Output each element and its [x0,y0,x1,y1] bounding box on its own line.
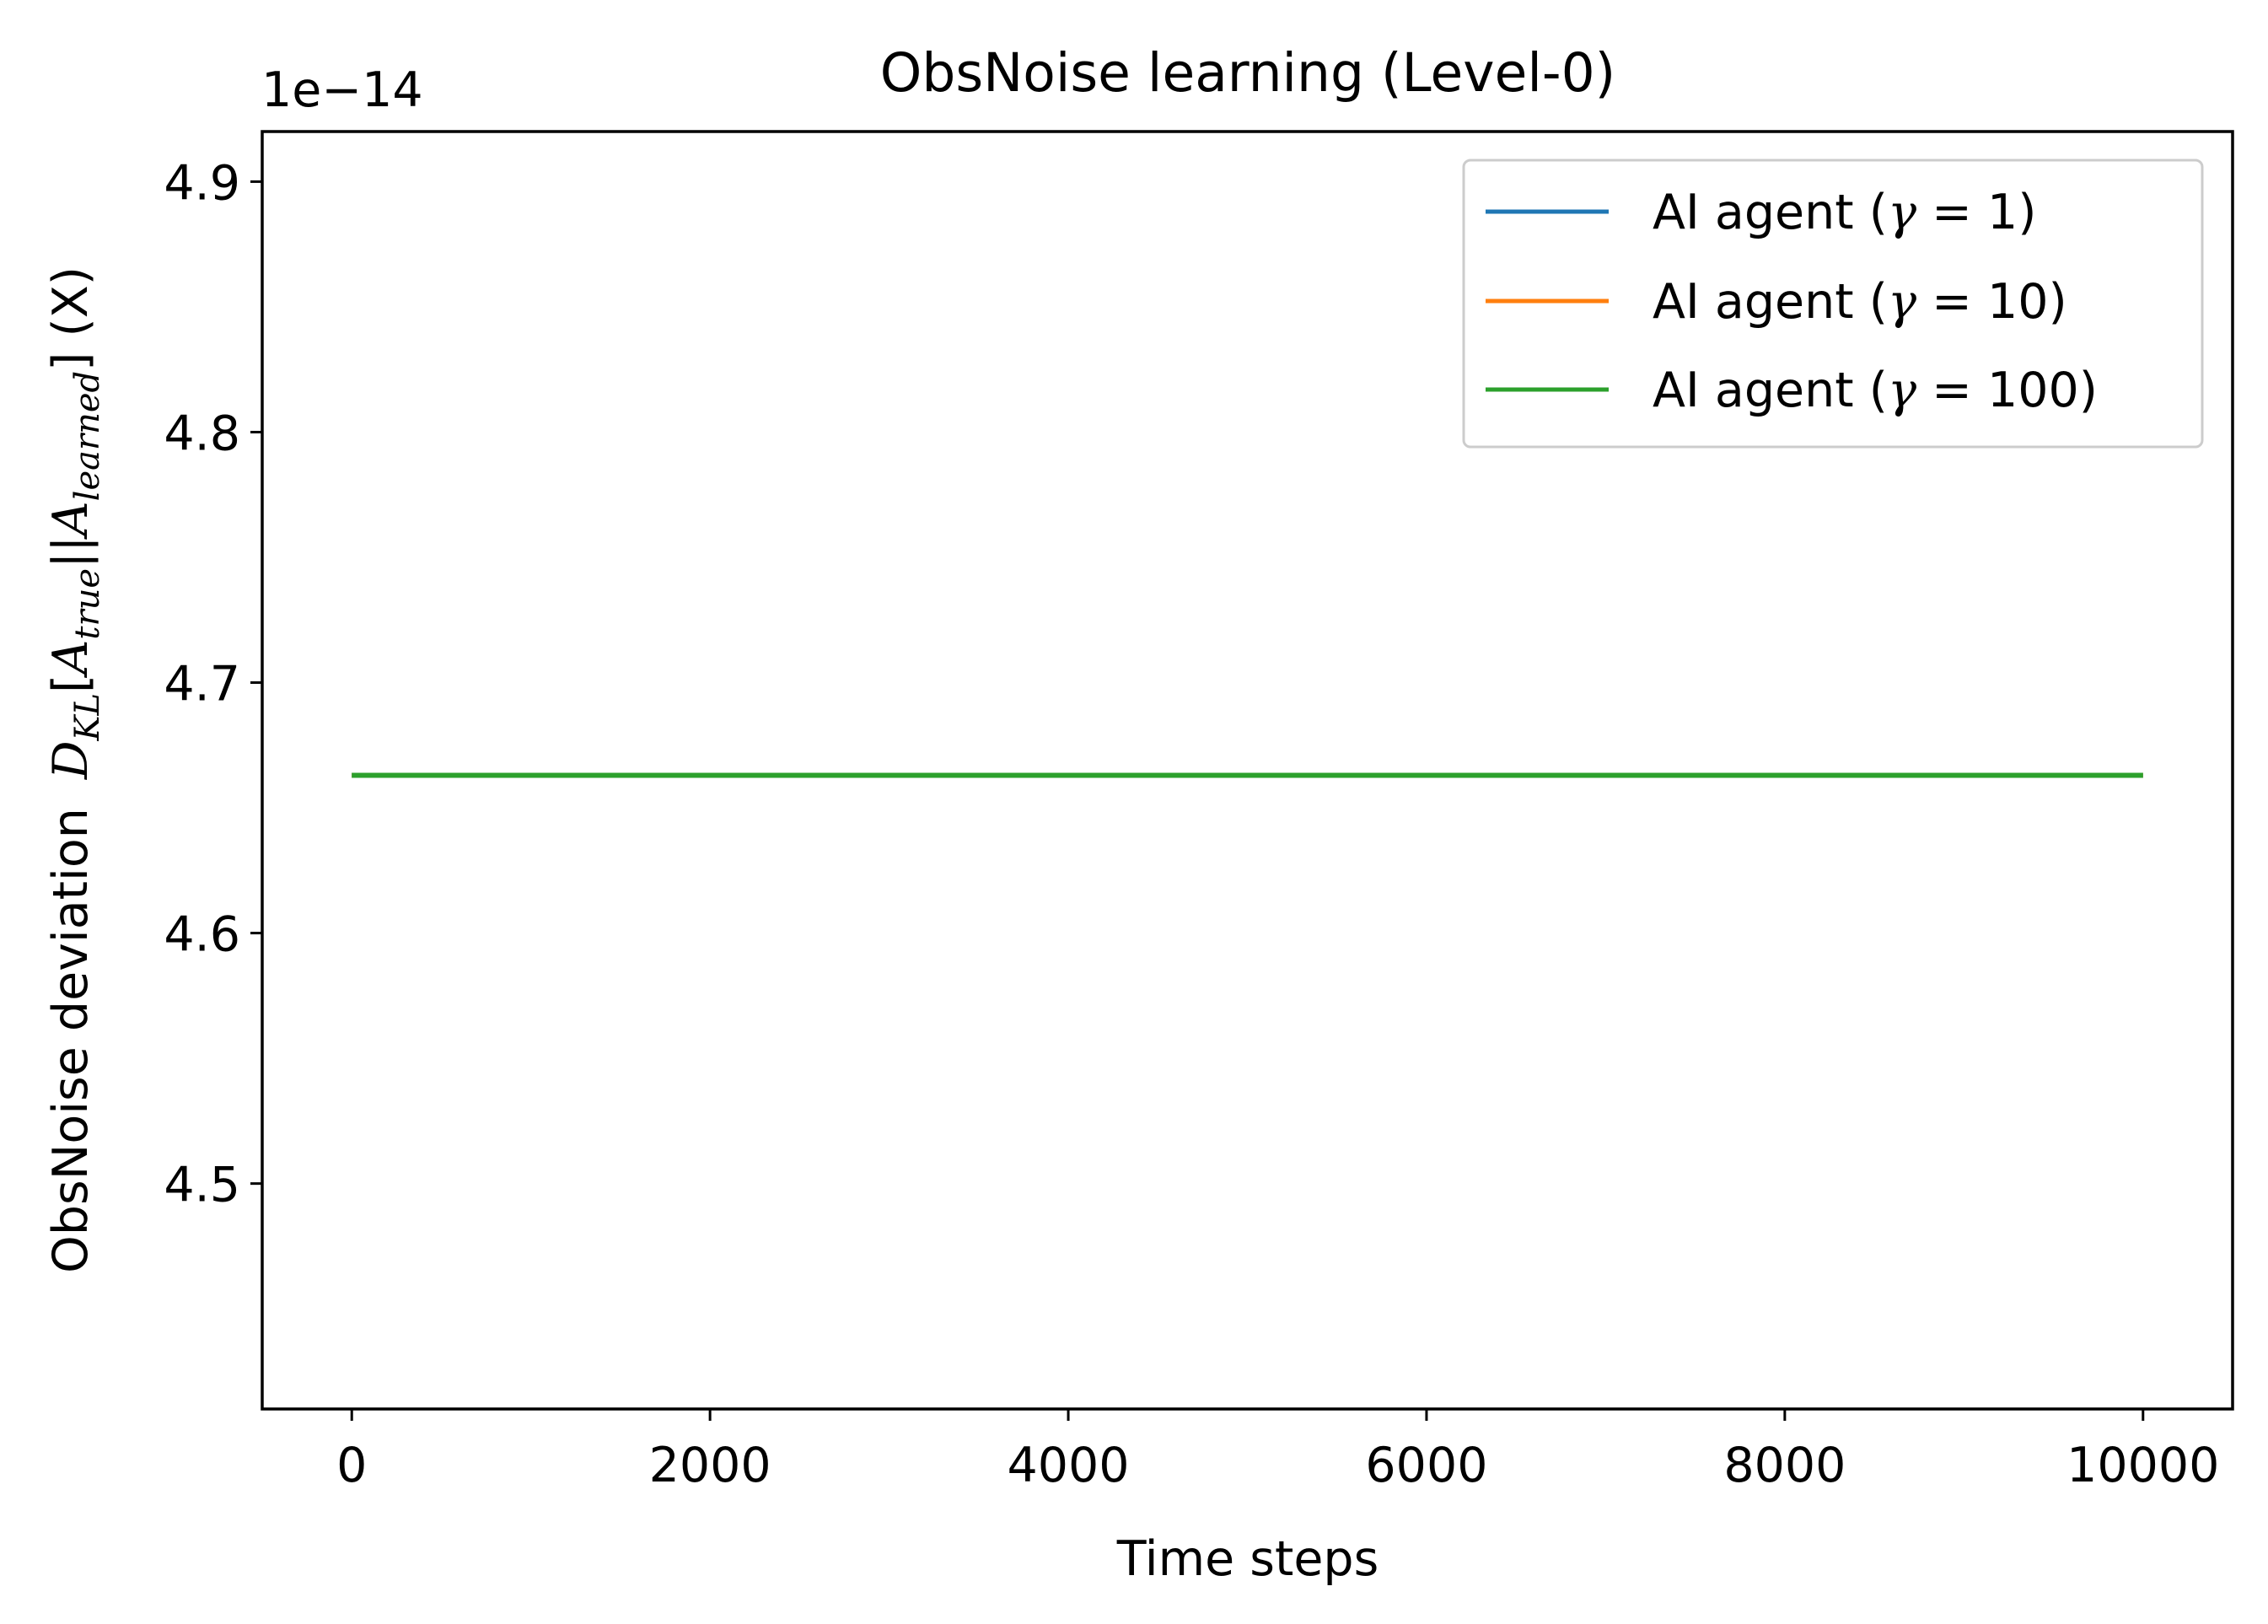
y-tick-label: 4.8 [164,406,240,461]
y-tick-layer: 4.5 4.6 4.7 4.8 4.9 [164,155,262,1213]
y-offset-label: 1e−14 [261,62,423,118]
y-axis-label-text: ObsNoise deviation [43,808,99,1273]
y-tick-label: 4.7 [164,657,240,713]
chart-title: ObsNoise learning (Level-0) [880,42,1616,104]
x-axis-label: Time steps [1116,1531,1379,1587]
y-axis-label-d-sub: KL [68,693,107,741]
y-axis-label-true-sub: true [68,568,107,640]
legend-box [1462,159,2204,449]
x-tick-label: 2000 [649,1438,771,1493]
x-tick-label: 10000 [2066,1438,2219,1493]
y-axis-label-a-learned: A [43,501,99,540]
x-tick-label: 8000 [1723,1438,1846,1493]
x-tick-label: 6000 [1365,1438,1487,1493]
legend: AI agent (γ = 1) AI agent (γ = 10) AI ag… [1462,159,2204,449]
y-tick-label: 4.5 [164,1158,240,1213]
y-axis-label-a-true: A [43,640,99,679]
x-tick-label: 4000 [1008,1438,1130,1493]
y-axis-label-learned-sub: learned [68,371,107,501]
x-tick-label: 0 [336,1438,367,1493]
y-axis-label-d: D [43,740,99,780]
x-tick-layer: 0 2000 4000 6000 8000 10000 [336,1409,2219,1493]
y-axis-label: ObsNoise deviationDKL[Atrue||Alearned] (… [43,266,107,1273]
y-axis-label-suffix: (X) [43,266,99,337]
legend-label-gamma-1: AI agent (γ = 1) [1653,185,2037,240]
plot-frame [261,130,2234,1411]
y-tick-label: 4.9 [164,155,240,211]
y-tick-label: 4.6 [164,907,240,963]
legend-label-gamma-100: AI agent (γ = 100) [1653,363,2098,418]
legend-label-gamma-10: AI agent (γ = 10) [1653,274,2067,330]
